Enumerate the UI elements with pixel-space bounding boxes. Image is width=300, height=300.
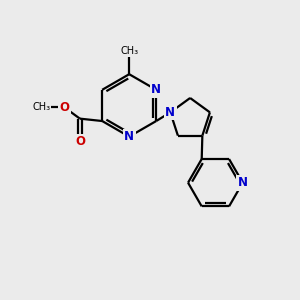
Text: N: N <box>238 176 248 189</box>
Text: CH₃: CH₃ <box>120 46 138 56</box>
Text: N: N <box>124 130 134 143</box>
Text: N: N <box>165 106 175 119</box>
Text: O: O <box>59 101 69 114</box>
Text: CH₃: CH₃ <box>32 102 51 112</box>
Text: N: N <box>151 83 161 96</box>
Text: O: O <box>75 135 85 148</box>
